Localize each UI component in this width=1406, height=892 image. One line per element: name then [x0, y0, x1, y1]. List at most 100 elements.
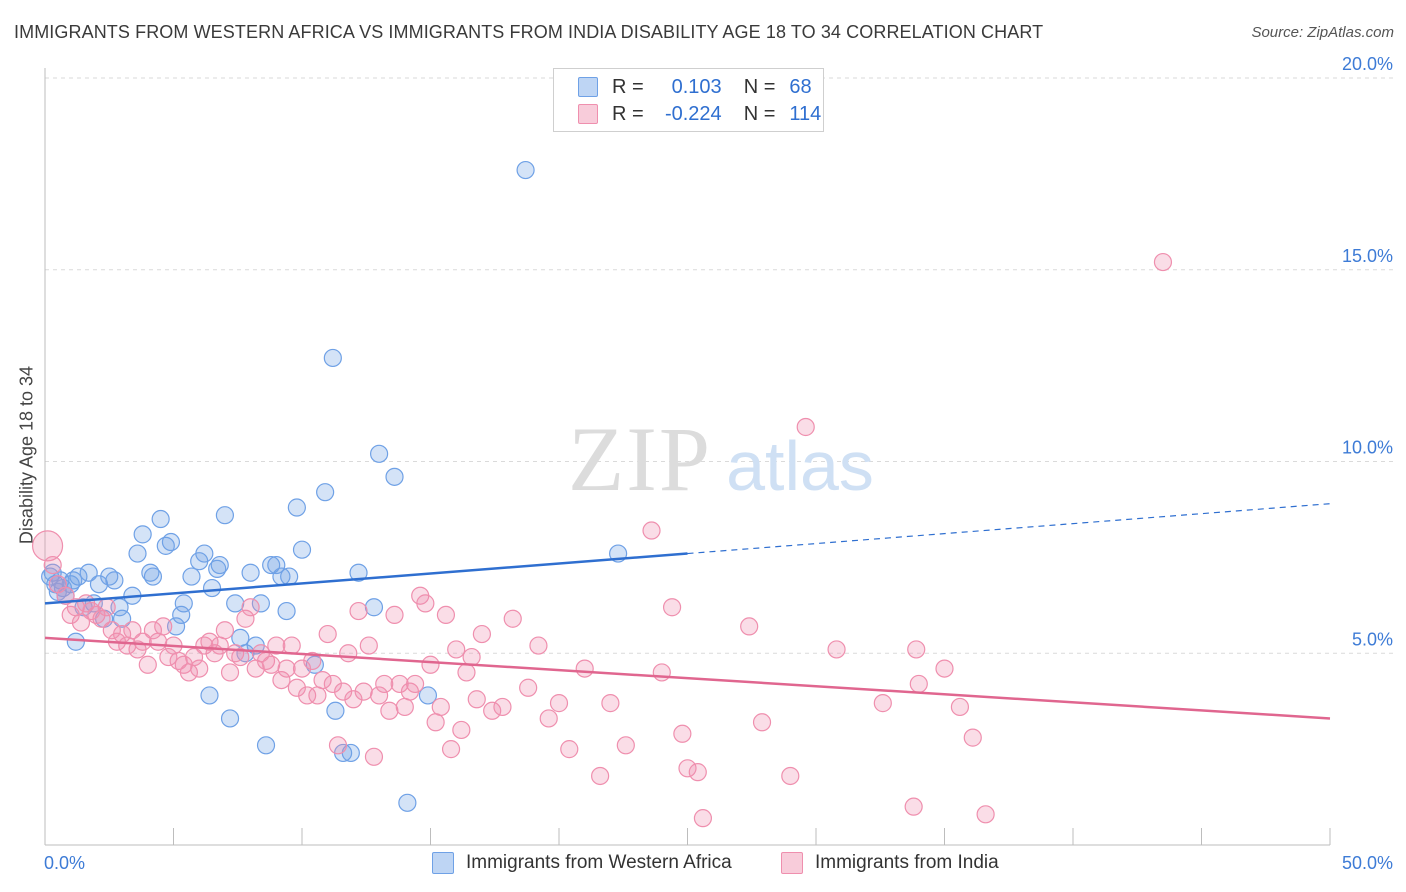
watermark-atlas: atlas: [726, 427, 874, 505]
point-india: [642, 521, 661, 540]
point-india: [575, 659, 594, 678]
point-india: [267, 636, 286, 655]
point-india: [976, 805, 995, 824]
trend-line-extension: [687, 503, 1331, 555]
point-india: [328, 736, 348, 755]
point-india: [963, 728, 982, 747]
x-tick-label: 50.0%: [1342, 853, 1393, 873]
point-india: [138, 655, 157, 674]
legend-row-india: R = -0.224 N = 114: [578, 102, 821, 126]
legend-swatch-pink: [781, 852, 803, 874]
point-india: [601, 694, 620, 713]
y-tick-label: 10.0%: [1342, 438, 1393, 458]
point-india: [339, 644, 358, 663]
legend-swatch-blue: [578, 77, 598, 97]
point-western-africa: [182, 567, 201, 586]
point-western-africa: [262, 555, 281, 575]
legend-r-label: R =: [612, 75, 644, 98]
axes: [44, 68, 1331, 846]
point-india: [308, 686, 327, 705]
point-western-africa: [64, 571, 83, 590]
point-india: [421, 655, 440, 674]
point-india: [380, 701, 399, 720]
point-india: [752, 713, 772, 732]
chart-title: IMMIGRANTS FROM WESTERN AFRICA VS IMMIGR…: [14, 22, 1044, 42]
point-western-africa: [133, 525, 152, 544]
y-tick-label: 20.0%: [1342, 54, 1393, 74]
point-india: [364, 747, 384, 766]
point-india: [688, 763, 707, 782]
point-western-africa: [89, 575, 109, 594]
point-india: [441, 740, 461, 759]
point-india: [431, 697, 450, 717]
point-western-africa: [220, 709, 240, 728]
point-western-africa: [398, 793, 417, 812]
trend-line-western-africa: [44, 552, 688, 605]
point-western-africa: [43, 563, 62, 582]
point-india: [529, 636, 548, 655]
point-india: [549, 694, 569, 713]
point-india: [282, 636, 301, 655]
point-india: [184, 647, 204, 667]
legend-swatch-pink: [578, 104, 598, 124]
point-india: [405, 674, 425, 694]
point-india: [416, 594, 435, 613]
point-western-africa: [200, 686, 219, 705]
point-western-africa: [516, 160, 535, 180]
source-label: Source: ZipAtlas.com: [1251, 24, 1394, 41]
point-western-africa: [66, 632, 85, 651]
point-india: [591, 766, 610, 786]
point-india: [467, 690, 486, 709]
legend-n-label: N =: [743, 75, 776, 98]
legend-item-india: Immigrants from India: [781, 852, 999, 874]
point-india: [43, 555, 62, 575]
point-western-africa: [385, 467, 404, 486]
point-western-africa: [128, 544, 147, 563]
point-india: [262, 655, 281, 674]
point-india: [493, 697, 512, 717]
legend-label: Immigrants from India: [815, 852, 999, 873]
point-india: [652, 663, 671, 682]
point-india: [904, 797, 923, 816]
legend-r-value: 0.103: [671, 75, 722, 98]
point-india: [359, 636, 378, 655]
point-western-africa: [287, 498, 306, 517]
point-western-africa: [151, 509, 170, 529]
legend-label: Immigrants from Western Africa: [466, 852, 732, 873]
point-western-africa: [172, 605, 191, 625]
point-western-africa: [241, 563, 260, 582]
point-india: [539, 709, 558, 728]
trend-lines: [44, 503, 1331, 720]
point-western-africa: [323, 348, 342, 368]
point-india: [277, 659, 296, 678]
point-india: [92, 609, 111, 628]
point-western-africa: [251, 594, 270, 613]
point-india: [1153, 252, 1173, 272]
point-india: [56, 586, 75, 605]
point-western-africa: [256, 736, 276, 755]
point-india: [143, 621, 163, 640]
point-india: [796, 417, 815, 437]
data-points: [31, 160, 1173, 828]
point-india: [236, 609, 255, 628]
point-india: [323, 674, 342, 694]
point-western-africa: [316, 483, 335, 502]
point-india: [390, 674, 409, 694]
point-western-africa: [277, 601, 296, 621]
trend-line-india: [44, 636, 1331, 720]
point-india: [318, 624, 337, 644]
point-western-africa: [326, 701, 345, 720]
point-india: [740, 617, 759, 636]
watermark: ZIP atlas: [568, 408, 874, 510]
point-india: [215, 621, 234, 640]
point-western-africa: [112, 609, 132, 628]
point-india: [907, 640, 926, 659]
point-india: [385, 605, 404, 625]
point-india: [447, 640, 466, 659]
point-india: [102, 621, 121, 640]
legend-row-western-africa: R = 0.103 N = 68: [578, 75, 812, 99]
point-western-africa: [292, 540, 312, 559]
point-india: [148, 632, 168, 651]
point-western-africa: [215, 506, 234, 525]
